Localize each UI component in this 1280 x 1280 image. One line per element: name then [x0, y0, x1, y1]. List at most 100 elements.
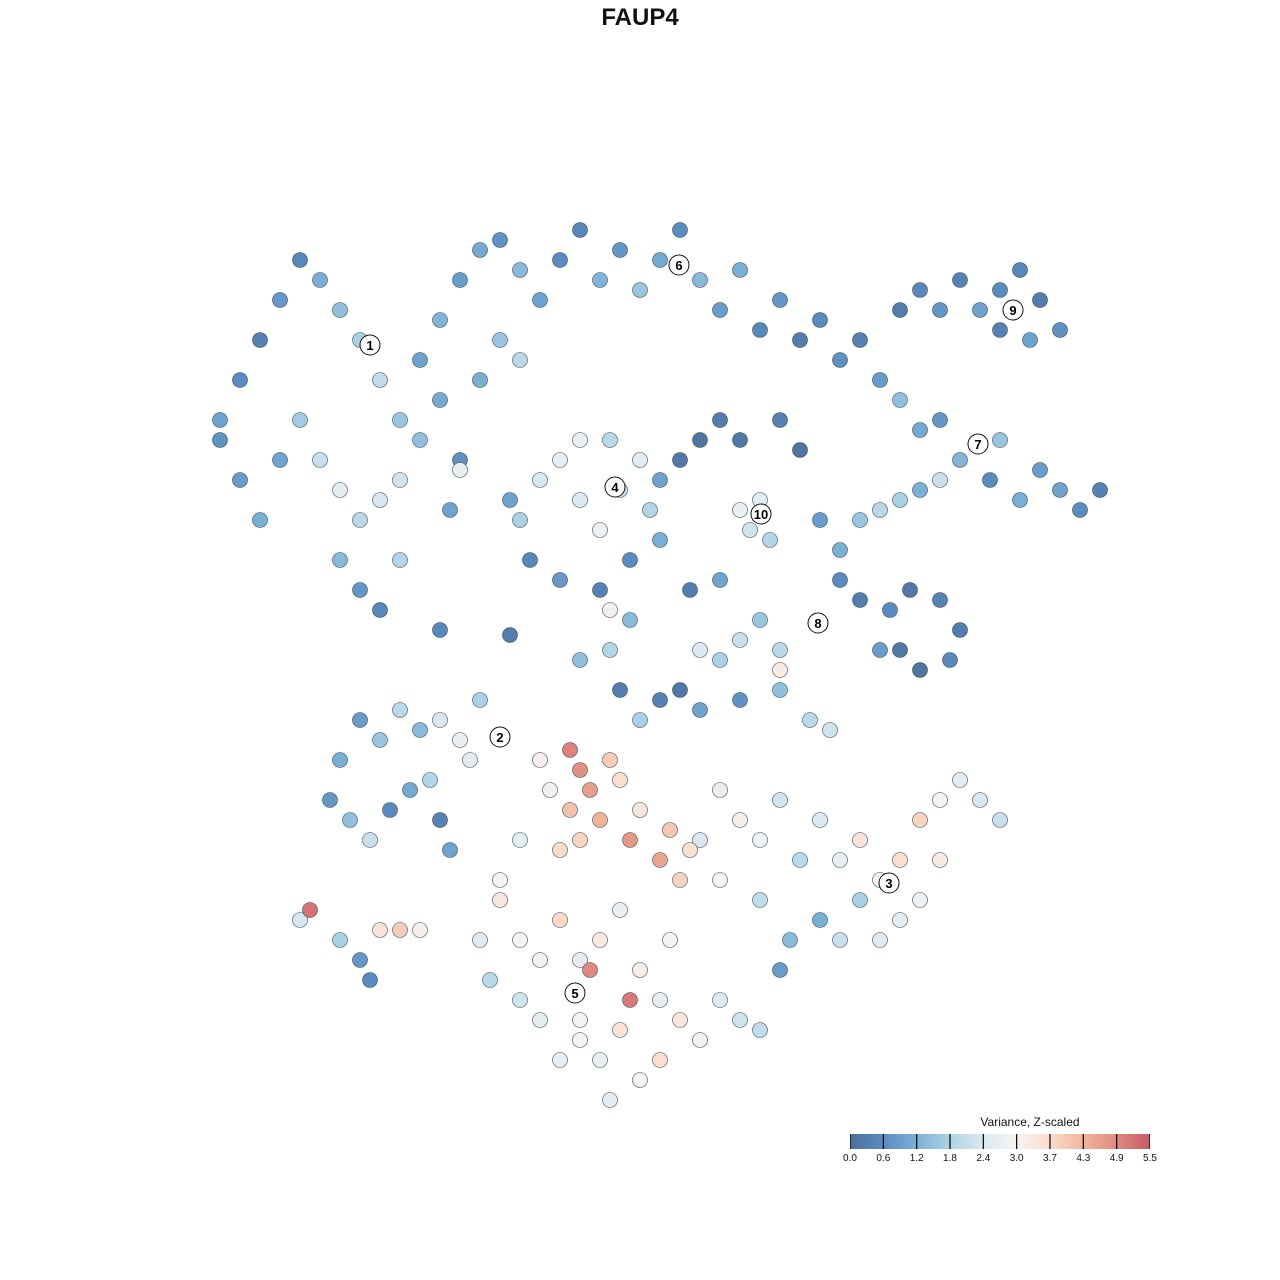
data-point	[472, 932, 488, 948]
data-point	[792, 442, 808, 458]
data-point	[272, 452, 288, 468]
data-point	[1032, 292, 1048, 308]
legend-gradient	[850, 1134, 1150, 1149]
data-point	[592, 932, 608, 948]
data-point	[352, 512, 368, 528]
data-point	[622, 992, 638, 1008]
data-point	[832, 352, 848, 368]
data-point	[572, 222, 588, 238]
data-point	[692, 642, 708, 658]
data-point	[362, 972, 378, 988]
data-point	[712, 572, 728, 588]
data-point	[512, 932, 528, 948]
cluster-label-9: 9	[1002, 299, 1024, 321]
data-point	[582, 962, 598, 978]
data-point	[652, 472, 668, 488]
cluster-label-1: 1	[359, 334, 381, 356]
data-point	[642, 502, 658, 518]
data-point	[892, 852, 908, 868]
legend-tick-label: 4.3	[1076, 1153, 1091, 1164]
data-point	[552, 842, 568, 858]
chart-title: FAUP4	[601, 4, 679, 31]
data-point	[692, 272, 708, 288]
data-point	[732, 812, 748, 828]
cluster-label-2: 2	[489, 726, 511, 748]
data-point	[372, 492, 388, 508]
cluster-label-4: 4	[604, 476, 626, 498]
data-point	[332, 752, 348, 768]
data-point	[622, 612, 638, 628]
cluster-label-text: 8	[814, 616, 821, 631]
data-point	[252, 512, 268, 528]
data-point	[812, 512, 828, 528]
data-point	[1052, 322, 1068, 338]
cluster-label-marker	[564, 982, 586, 1004]
data-point	[892, 642, 908, 658]
data-point	[562, 742, 578, 758]
data-point	[522, 552, 538, 568]
data-point	[832, 542, 848, 558]
data-point	[212, 412, 228, 428]
data-point	[982, 472, 998, 488]
data-point	[342, 812, 358, 828]
data-point	[392, 472, 408, 488]
data-point	[432, 392, 448, 408]
data-point	[732, 1012, 748, 1028]
data-point	[992, 812, 1008, 828]
data-point	[542, 782, 558, 798]
data-point	[602, 642, 618, 658]
data-point	[512, 512, 528, 528]
data-point	[852, 592, 868, 608]
data-point	[852, 832, 868, 848]
data-point	[372, 732, 388, 748]
data-point	[532, 1012, 548, 1028]
data-point	[692, 432, 708, 448]
data-point	[552, 912, 568, 928]
data-point	[672, 452, 688, 468]
data-point	[572, 432, 588, 448]
cluster-label-7: 7	[967, 433, 989, 455]
data-point	[392, 922, 408, 938]
data-point	[872, 372, 888, 388]
data-point	[512, 992, 528, 1008]
data-point	[892, 492, 908, 508]
data-point	[592, 1052, 608, 1068]
data-point	[472, 692, 488, 708]
legend-tick-label: 3.7	[1043, 1153, 1057, 1164]
data-point	[332, 302, 348, 318]
data-point	[572, 652, 588, 668]
data-point	[352, 712, 368, 728]
data-point	[952, 622, 968, 638]
data-point	[912, 662, 928, 678]
data-point	[932, 592, 948, 608]
data-point	[462, 752, 478, 768]
cluster-label-text: 1	[366, 338, 373, 353]
data-point	[712, 652, 728, 668]
data-point	[1092, 482, 1108, 498]
data-point	[772, 962, 788, 978]
legend-tick-label: 0.0	[843, 1153, 857, 1164]
data-point	[412, 722, 428, 738]
data-point	[312, 452, 328, 468]
data-point	[892, 392, 908, 408]
data-point	[672, 222, 688, 238]
data-point	[752, 892, 768, 908]
legend-title: Variance, Z-scaled	[980, 1115, 1080, 1129]
data-point	[712, 782, 728, 798]
data-point	[732, 692, 748, 708]
data-point	[392, 702, 408, 718]
data-point	[802, 712, 818, 728]
data-point	[492, 232, 508, 248]
data-point	[592, 272, 608, 288]
data-point	[292, 252, 308, 268]
data-point	[972, 302, 988, 318]
data-point	[752, 1022, 768, 1038]
data-point	[792, 852, 808, 868]
data-point	[632, 962, 648, 978]
data-point	[302, 902, 318, 918]
data-point	[872, 932, 888, 948]
legend-tick-label: 3.0	[1009, 1153, 1024, 1164]
data-point	[752, 322, 768, 338]
data-point	[432, 812, 448, 828]
